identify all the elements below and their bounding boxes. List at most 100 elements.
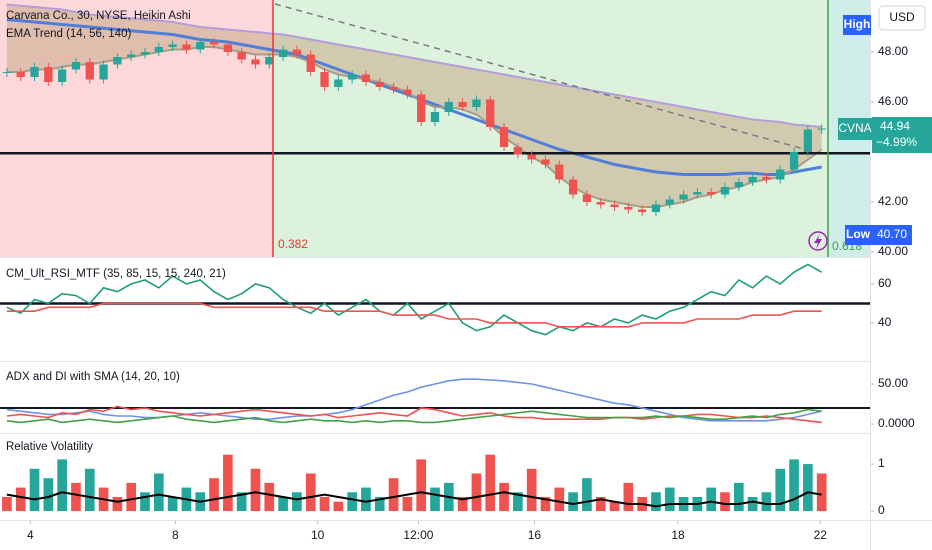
low-label: Low [846, 227, 871, 241]
candle [817, 128, 826, 130]
x-tick-label: 16 [528, 528, 542, 542]
candle [638, 209, 647, 212]
alert-bolt [814, 234, 822, 249]
candle [44, 67, 53, 82]
candle [513, 147, 522, 155]
candle [582, 194, 592, 202]
bar [609, 501, 620, 512]
low-tag [872, 225, 912, 245]
bar [706, 487, 717, 512]
candle [168, 44, 177, 47]
bar [388, 478, 399, 512]
bar [803, 464, 813, 512]
candle [776, 169, 785, 180]
candle [707, 192, 716, 195]
trend-line [274, 3, 816, 153]
candle [430, 112, 440, 122]
candle [458, 102, 467, 107]
indicator-title: Relative Volatility [6, 441, 93, 453]
low-button[interactable] [845, 225, 872, 245]
y-tick-label: 42.00 [878, 194, 908, 208]
series-line [6, 378, 822, 422]
bar [112, 496, 123, 512]
candle [16, 72, 25, 77]
bar [733, 482, 744, 512]
candle [237, 52, 246, 60]
ema-cloud [6, 4, 822, 207]
candle [278, 49, 288, 57]
x-tick-label: 8 [172, 528, 179, 542]
bar [816, 473, 827, 512]
bar [209, 478, 219, 512]
bar [333, 501, 344, 512]
bar [651, 492, 661, 512]
candle [251, 59, 260, 65]
bar [540, 496, 551, 512]
bar [43, 478, 54, 512]
bar [140, 492, 150, 512]
bar [430, 487, 440, 512]
currency-button[interactable] [878, 5, 926, 31]
x-tick-label: 12:00 [403, 528, 433, 542]
indicator-title: CM_Ult_RSI_MTF (35, 85, 15, 15, 240, 21) [6, 268, 226, 280]
candle [417, 94, 426, 122]
candle [610, 204, 619, 207]
bar [153, 473, 164, 512]
candle [444, 102, 453, 112]
series-line [6, 302, 822, 328]
candle [789, 152, 799, 170]
x-tick-label: 18 [671, 528, 685, 542]
candle [375, 82, 384, 87]
bar [15, 487, 26, 512]
bar [595, 496, 606, 512]
y-tick-label: 48.00 [878, 44, 908, 58]
candle [140, 52, 150, 55]
candle [334, 79, 343, 87]
bar [775, 468, 786, 512]
bar [402, 496, 413, 512]
bar [264, 482, 275, 512]
candle [541, 159, 550, 165]
alert-icon[interactable] [808, 231, 828, 251]
symbol-tag [838, 118, 872, 140]
symbol: CVNA [838, 121, 871, 135]
bar [526, 468, 537, 512]
bar [292, 492, 302, 512]
fib-label: 0.382 [278, 237, 308, 251]
high-label: High [844, 17, 871, 31]
bar [623, 482, 634, 512]
candle [196, 42, 205, 50]
bar [374, 496, 385, 512]
y-tick-label: 0.0000 [878, 416, 915, 430]
bar [720, 492, 730, 512]
bar [789, 459, 799, 512]
candle [762, 177, 771, 180]
candle [568, 179, 578, 195]
bar [250, 468, 261, 512]
bar [582, 478, 592, 512]
candle [2, 72, 12, 73]
candle [665, 199, 674, 205]
bar [361, 487, 371, 512]
chart-title: Carvana Co., 30, NYSE, Heikin Ashi [6, 10, 191, 22]
candle [624, 207, 633, 210]
bar [664, 487, 675, 512]
bar [347, 492, 357, 512]
candle [113, 57, 122, 65]
bar [485, 454, 496, 512]
bar [223, 454, 233, 512]
candle [127, 54, 136, 57]
y-tick-label: 46.00 [878, 94, 908, 108]
candle [361, 74, 371, 82]
bar [167, 496, 178, 512]
y-tick-label: 0 [878, 503, 885, 517]
bar [71, 482, 81, 512]
bar [278, 496, 288, 512]
series-line [6, 3, 822, 128]
bar [471, 473, 482, 512]
candle [734, 182, 743, 187]
indicator-title: EMA Trend (14, 56, 140) [6, 28, 131, 40]
high-button[interactable] [843, 15, 871, 35]
candle [182, 44, 191, 50]
